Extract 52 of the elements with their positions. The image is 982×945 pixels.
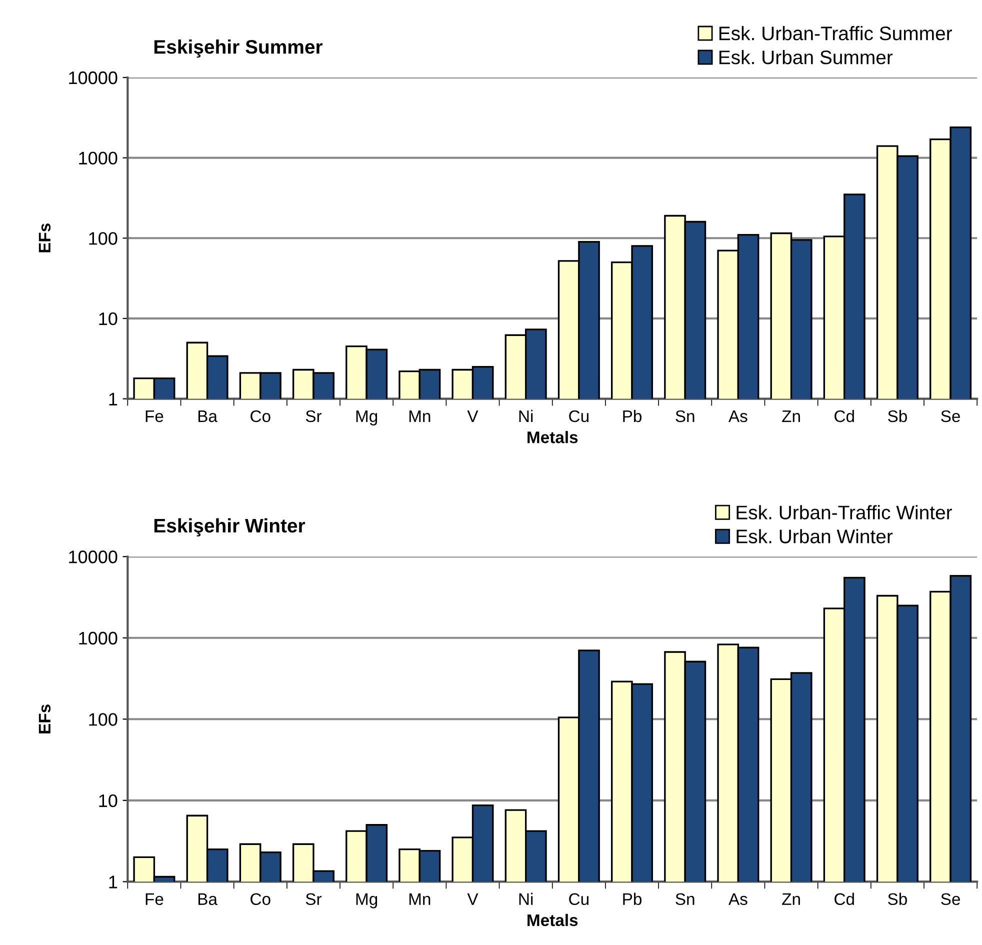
x-tick-label: Cu — [569, 893, 588, 906]
x-tick-label: Sb — [888, 410, 907, 422]
x-tick-label: As — [728, 410, 748, 422]
x-tick-label: Fe — [146, 410, 164, 422]
y-tick-label: 10 — [99, 794, 118, 808]
y-tick-label: 10 — [99, 312, 118, 326]
x-tick-label: Ni — [519, 410, 533, 422]
x-tick-label: Mn — [409, 410, 430, 422]
y-tick-label: 100 — [89, 713, 118, 726]
chart-title: Eskişehir Winter — [154, 518, 306, 536]
x-tick-label: Zn — [782, 893, 800, 905]
x-axis-title: Metals — [528, 430, 578, 444]
x-tick-label: Sn — [676, 410, 694, 422]
x-tick-label: Co — [250, 410, 270, 422]
x-tick-label: Se — [941, 410, 960, 422]
y-tick-label: 10000 — [69, 71, 118, 84]
x-tick-label: Fe — [146, 893, 164, 906]
y-tick-label: 1000 — [79, 152, 118, 165]
x-tick-label: Mn — [409, 893, 430, 905]
x-axis-title: Metals — [528, 914, 578, 926]
x-tick-label: Pb — [623, 410, 642, 422]
x-tick-label: As — [728, 893, 748, 906]
x-tick-label: Sr — [306, 893, 322, 906]
x-tick-label: Zn — [782, 410, 800, 422]
x-tick-label: Cd — [834, 410, 854, 422]
y-tick-label: 100 — [89, 232, 118, 245]
y-tick-label: 10000 — [69, 550, 118, 564]
y-axis-title: EFs — [38, 224, 51, 252]
x-tick-label: V — [467, 893, 478, 905]
legend-label: Esk. Urban Winter — [736, 529, 893, 544]
x-tick-label: Sb — [888, 892, 907, 906]
x-tick-label: Se — [941, 893, 960, 906]
legend-label: Esk. Urban Summer — [719, 50, 893, 64]
x-tick-label: Pb — [623, 892, 642, 906]
y-tick-label: 1000 — [79, 632, 118, 645]
y-axis-title: EFs — [38, 704, 51, 734]
x-tick-label: Cd — [834, 892, 854, 906]
x-tick-label: V — [467, 410, 478, 422]
x-tick-label: Ba — [198, 410, 218, 422]
x-tick-label: Ba — [198, 893, 218, 906]
y-tick-label: 1 — [109, 392, 118, 406]
x-tick-label: Sr — [306, 410, 322, 422]
legend-label: Esk. Urban-Traffic Winter — [736, 505, 952, 520]
x-tick-label: Co — [250, 893, 270, 906]
x-tick-label: Mg — [356, 893, 378, 908]
x-tick-label: Sn — [676, 893, 694, 906]
x-tick-label: Mg — [356, 410, 378, 426]
x-tick-label: Ni — [519, 892, 533, 905]
y-tick-label: 1 — [109, 876, 118, 888]
x-tick-label: Cu — [569, 410, 588, 422]
legend-label: Esk. Urban-Traffic Summer — [719, 26, 952, 40]
chart-title: Eskişehir Summer — [154, 40, 323, 58]
